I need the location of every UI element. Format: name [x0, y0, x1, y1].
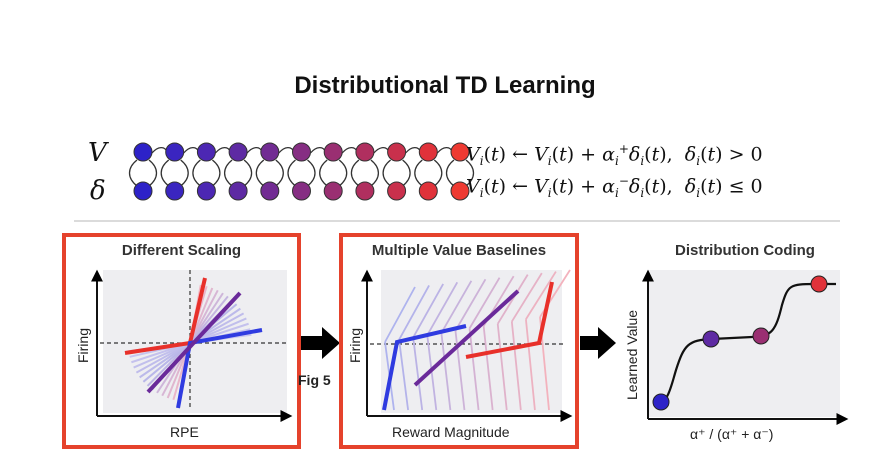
value-neuron: [165, 142, 185, 162]
baseline-lower-line: [398, 339, 409, 411]
baselines-blue-line: [382, 324, 467, 411]
slide-title: Distributional TD Learning: [294, 72, 596, 99]
neuron-pair: [255, 142, 295, 201]
coding-plot: [642, 269, 849, 425]
delta-symbol: δ: [90, 176, 106, 206]
scaling-purple-line: [146, 291, 242, 394]
rpe-neuron: [323, 181, 343, 201]
neuron-pair: [287, 142, 327, 201]
baseline-lower-line: [412, 337, 424, 411]
baseline-upper-line: [468, 277, 501, 329]
value-point-4: [810, 275, 828, 293]
neuron-pair: [128, 142, 168, 201]
value-neuron: [450, 142, 470, 162]
baselines-plot: [361, 269, 573, 422]
neuron-pair: [350, 142, 390, 201]
neuron-array: [128, 142, 475, 201]
baseline-lower-line: [482, 325, 494, 411]
value-neuron: [196, 142, 216, 162]
scaling-frame: [62, 233, 301, 449]
value-neuron: [355, 142, 375, 162]
value-point-1: [652, 393, 670, 411]
neuron-pair: [382, 142, 422, 201]
baseline-upper-line: [384, 286, 416, 343]
learned-value-curve: [654, 282, 836, 405]
value-neuron: [228, 142, 248, 162]
rpe-neuron: [165, 181, 185, 201]
baseline-lower-line: [426, 335, 438, 411]
coding-ylabel: Learned Value: [624, 309, 640, 400]
baseline-upper-line: [440, 280, 473, 334]
coding-plot-bg: [648, 270, 840, 417]
update-equation-negative: Vi(t) ← Vi(t) + αi−δi(t), δi(t) ≤ 0: [466, 174, 763, 201]
baseline-lower-line: [440, 332, 452, 411]
baselines-xlabel: Reward Magnitude: [392, 424, 510, 440]
baseline-upper-line: [525, 271, 557, 320]
rpe-neuron: [228, 181, 248, 201]
baseline-lower-line: [496, 323, 508, 411]
baseline-upper-line: [412, 283, 444, 338]
baseline-upper-line: [426, 281, 459, 336]
rpe-neuron: [292, 181, 311, 201]
neuron-pair: [319, 142, 358, 201]
rpe-neuron: [387, 181, 407, 201]
scaling-plot: [91, 269, 293, 422]
rpe-neuron: [133, 181, 153, 201]
value-neuron: [260, 142, 280, 162]
scaling-title: Different Scaling: [121, 242, 242, 259]
scaling-blue-line: [176, 328, 263, 409]
neuron-pair: [223, 142, 263, 201]
baseline-upper-line: [496, 274, 529, 325]
value-neuron: [133, 142, 153, 162]
baseline-lower-line: [525, 319, 536, 411]
neuron-pair: [414, 142, 453, 201]
rpe-neuron: [355, 181, 375, 201]
baseline-lower-line: [468, 328, 480, 411]
arrow-1-icon: [300, 327, 340, 359]
scaling-xlabel: RPE: [170, 424, 199, 440]
v-symbol: V: [88, 138, 107, 168]
baseline-lower-line: [510, 321, 522, 411]
baselines-title: Multiple Value Baselines: [371, 242, 547, 259]
baselines-ylabel: Firing: [347, 327, 363, 363]
scaling-ylabel: Firing: [75, 327, 91, 363]
baseline-upper-line: [454, 278, 487, 332]
coding-title: Distribution Coding: [675, 242, 815, 259]
value-neuron: [387, 142, 407, 162]
baselines-lines: [382, 269, 571, 411]
baselines-purple-line: [413, 289, 520, 387]
update-equation-positive: Vi(t) ← Vi(t) + αi+δi(t), δi(t) > 0: [466, 142, 763, 169]
rpe-neuron: [418, 181, 438, 201]
value-point-3: [752, 327, 770, 345]
arrow-2-icon: [580, 327, 616, 359]
value-neuron: [292, 142, 311, 162]
baseline-upper-line: [398, 285, 430, 341]
neuron-pair: [445, 142, 475, 201]
baseline-lower-line: [454, 330, 466, 411]
baselines-red-line: [465, 281, 554, 359]
fig-label-overlay: Fig 5: [298, 372, 331, 388]
rpe-neuron: [260, 181, 280, 201]
rpe-neuron: [450, 181, 470, 201]
baselines-frame: [339, 233, 579, 449]
coding-xlabel: α⁺ / (α⁺ + α⁻): [690, 426, 774, 442]
baseline-upper-line: [511, 272, 543, 323]
value-neuron: [418, 142, 438, 162]
value-point-2: [702, 330, 720, 348]
scaling-fan-lines: [124, 277, 263, 409]
value-neuron: [323, 142, 343, 162]
neuron-pair: [192, 142, 231, 201]
rpe-neuron: [196, 181, 216, 201]
